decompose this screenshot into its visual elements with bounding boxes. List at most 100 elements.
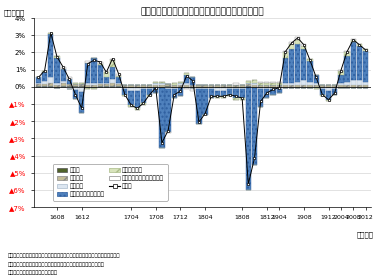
Bar: [227, 88, 232, 89]
Bar: [295, 44, 300, 82]
Bar: [326, 91, 331, 100]
Bar: [85, 63, 90, 83]
Bar: [196, 85, 202, 87]
Bar: [271, 89, 275, 95]
Bar: [320, 85, 325, 87]
Bar: [221, 88, 226, 91]
Bar: [98, 84, 103, 86]
Bar: [283, 51, 288, 52]
Bar: [326, 85, 331, 87]
Bar: [79, 92, 84, 113]
Bar: [42, 86, 47, 87]
Bar: [141, 103, 146, 105]
Bar: [153, 87, 158, 88]
Bar: [73, 87, 78, 90]
Bar: [202, 85, 208, 87]
Bar: [159, 83, 165, 85]
Bar: [98, 64, 103, 65]
Bar: [252, 87, 257, 88]
Bar: [147, 88, 152, 89]
Bar: [233, 89, 239, 98]
Bar: [314, 75, 319, 83]
Bar: [190, 85, 195, 87]
Bar: [73, 86, 78, 87]
Bar: [141, 88, 146, 89]
Bar: [326, 100, 331, 102]
Bar: [209, 85, 214, 87]
Bar: [67, 87, 72, 89]
Text: （注）　機械器具：はん用・生産用・業務用機器、電気・電子機器、輸送用機器: （注） 機械器具：はん用・生産用・業務用機器、電気・電子機器、輸送用機器: [8, 253, 120, 258]
Bar: [227, 95, 232, 96]
Bar: [91, 85, 97, 87]
Text: （前月比）: （前月比）: [3, 10, 24, 16]
Bar: [79, 86, 84, 87]
Bar: [320, 87, 325, 88]
Bar: [233, 83, 239, 85]
Bar: [159, 88, 165, 148]
Bar: [264, 87, 269, 88]
Bar: [190, 89, 195, 91]
Bar: [320, 89, 325, 95]
Bar: [85, 61, 90, 63]
Bar: [351, 42, 356, 80]
Bar: [36, 83, 41, 84]
Bar: [301, 44, 306, 46]
Bar: [184, 88, 189, 89]
Bar: [91, 83, 97, 85]
Bar: [48, 86, 53, 87]
Bar: [215, 96, 220, 98]
Text: （資料）日本銀行「企業物価指数」: （資料）日本銀行「企業物価指数」: [8, 270, 58, 275]
Bar: [271, 87, 275, 88]
Bar: [196, 88, 202, 89]
Bar: [264, 88, 269, 89]
Bar: [79, 83, 84, 84]
Bar: [54, 87, 59, 88]
Bar: [351, 80, 356, 85]
Bar: [184, 73, 189, 75]
Bar: [295, 85, 300, 87]
Bar: [190, 87, 195, 88]
Bar: [159, 82, 165, 83]
Bar: [289, 85, 294, 87]
Bar: [258, 83, 263, 85]
Bar: [240, 87, 245, 88]
Bar: [110, 60, 115, 67]
Bar: [61, 81, 66, 83]
Bar: [171, 89, 177, 98]
Bar: [61, 67, 66, 69]
Bar: [246, 84, 251, 86]
Bar: [110, 59, 115, 60]
Bar: [357, 44, 362, 46]
Bar: [252, 80, 257, 83]
Bar: [104, 83, 109, 84]
Bar: [91, 88, 97, 89]
Bar: [307, 82, 313, 85]
Bar: [240, 98, 245, 100]
Bar: [233, 85, 239, 87]
Bar: [122, 95, 128, 96]
Bar: [264, 83, 269, 85]
Bar: [289, 49, 294, 83]
Bar: [147, 95, 152, 96]
Bar: [338, 87, 344, 88]
Bar: [338, 71, 344, 75]
Bar: [171, 85, 177, 87]
Bar: [36, 86, 41, 87]
Bar: [271, 82, 275, 83]
Bar: [134, 108, 140, 110]
Bar: [85, 88, 90, 89]
Bar: [85, 87, 90, 88]
Bar: [48, 83, 53, 86]
Bar: [283, 83, 288, 85]
Bar: [153, 88, 158, 93]
Bar: [98, 65, 103, 83]
Bar: [338, 75, 344, 83]
Bar: [289, 87, 294, 88]
Bar: [215, 88, 220, 91]
Bar: [332, 85, 337, 87]
Bar: [301, 85, 306, 87]
Bar: [277, 88, 282, 89]
Bar: [184, 75, 189, 83]
Bar: [301, 87, 306, 88]
Bar: [289, 42, 294, 44]
